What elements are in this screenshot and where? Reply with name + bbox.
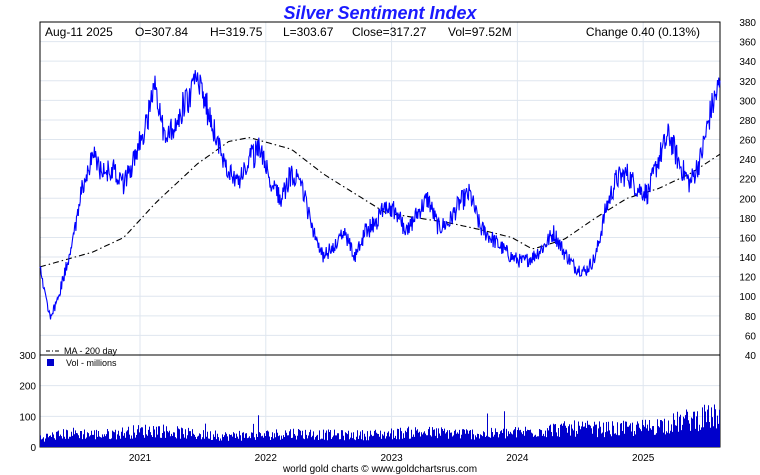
price-tick-label: 340 <box>739 57 756 68</box>
x-tick-label: 2025 <box>632 453 655 464</box>
x-tick-label: 2021 <box>129 453 152 464</box>
price-tick-label: 120 <box>739 273 756 284</box>
price-tick-label: 80 <box>745 312 757 323</box>
x-tick-label: 2024 <box>506 453 529 464</box>
x-tick-label: 2023 <box>380 453 403 464</box>
volume-tick-label: 100 <box>19 412 36 423</box>
grid <box>40 21 720 447</box>
vol-legend-swatch <box>47 359 54 366</box>
price-tick-label: 260 <box>739 136 756 147</box>
header-date: Aug-11 2025 <box>45 25 113 39</box>
price-axis: 40 60 80 100 120 140 160 180 200 220 240 260 280 300 3… <box>739 18 756 362</box>
volume-series <box>40 404 720 447</box>
ma-legend-label: MA - 200 day <box>64 346 118 356</box>
x-axis: 2021 2022 2023 2024 2025 <box>129 453 655 464</box>
vol-legend-label: Vol - millions <box>66 358 117 368</box>
header-close: Close=317.27 <box>352 25 427 39</box>
price-tick-label: 220 <box>739 175 756 186</box>
volume-tick-label: 300 <box>19 351 36 362</box>
price-tick-label: 140 <box>739 253 756 264</box>
header-volume: Vol=97.52M <box>448 25 512 39</box>
volume-tick-label: 200 <box>19 382 36 393</box>
price-tick-label: 180 <box>739 214 756 225</box>
header-low: L=303.67 <box>283 25 334 39</box>
chart-title: Silver Sentiment Index <box>283 3 477 23</box>
price-tick-label: 280 <box>739 116 756 127</box>
x-tick-label: 2022 <box>255 453 278 464</box>
price-tick-label: 380 <box>739 18 756 29</box>
price-tick-label: 200 <box>739 194 756 205</box>
header-open: O=307.84 <box>135 25 188 39</box>
price-tick-label: 240 <box>739 155 756 166</box>
price-tick-label: 360 <box>739 38 756 49</box>
price-tick-label: 60 <box>745 331 757 342</box>
price-tick-label: 320 <box>739 77 756 88</box>
price-tick-label: 160 <box>739 233 756 244</box>
footer-credit: world gold charts © www.goldchartsrus.co… <box>282 464 477 475</box>
header-high: H=319.75 <box>210 25 263 39</box>
price-tick-label: 300 <box>739 96 756 107</box>
volume-axis: 0 100 200 300 <box>19 351 36 454</box>
volume-tick-label: 0 <box>30 443 36 454</box>
price-tick-label: 40 <box>745 351 757 362</box>
header-change: Change 0.40 (0.13%) <box>586 25 700 39</box>
price-tick-label: 100 <box>739 292 756 303</box>
price-line <box>39 70 721 320</box>
